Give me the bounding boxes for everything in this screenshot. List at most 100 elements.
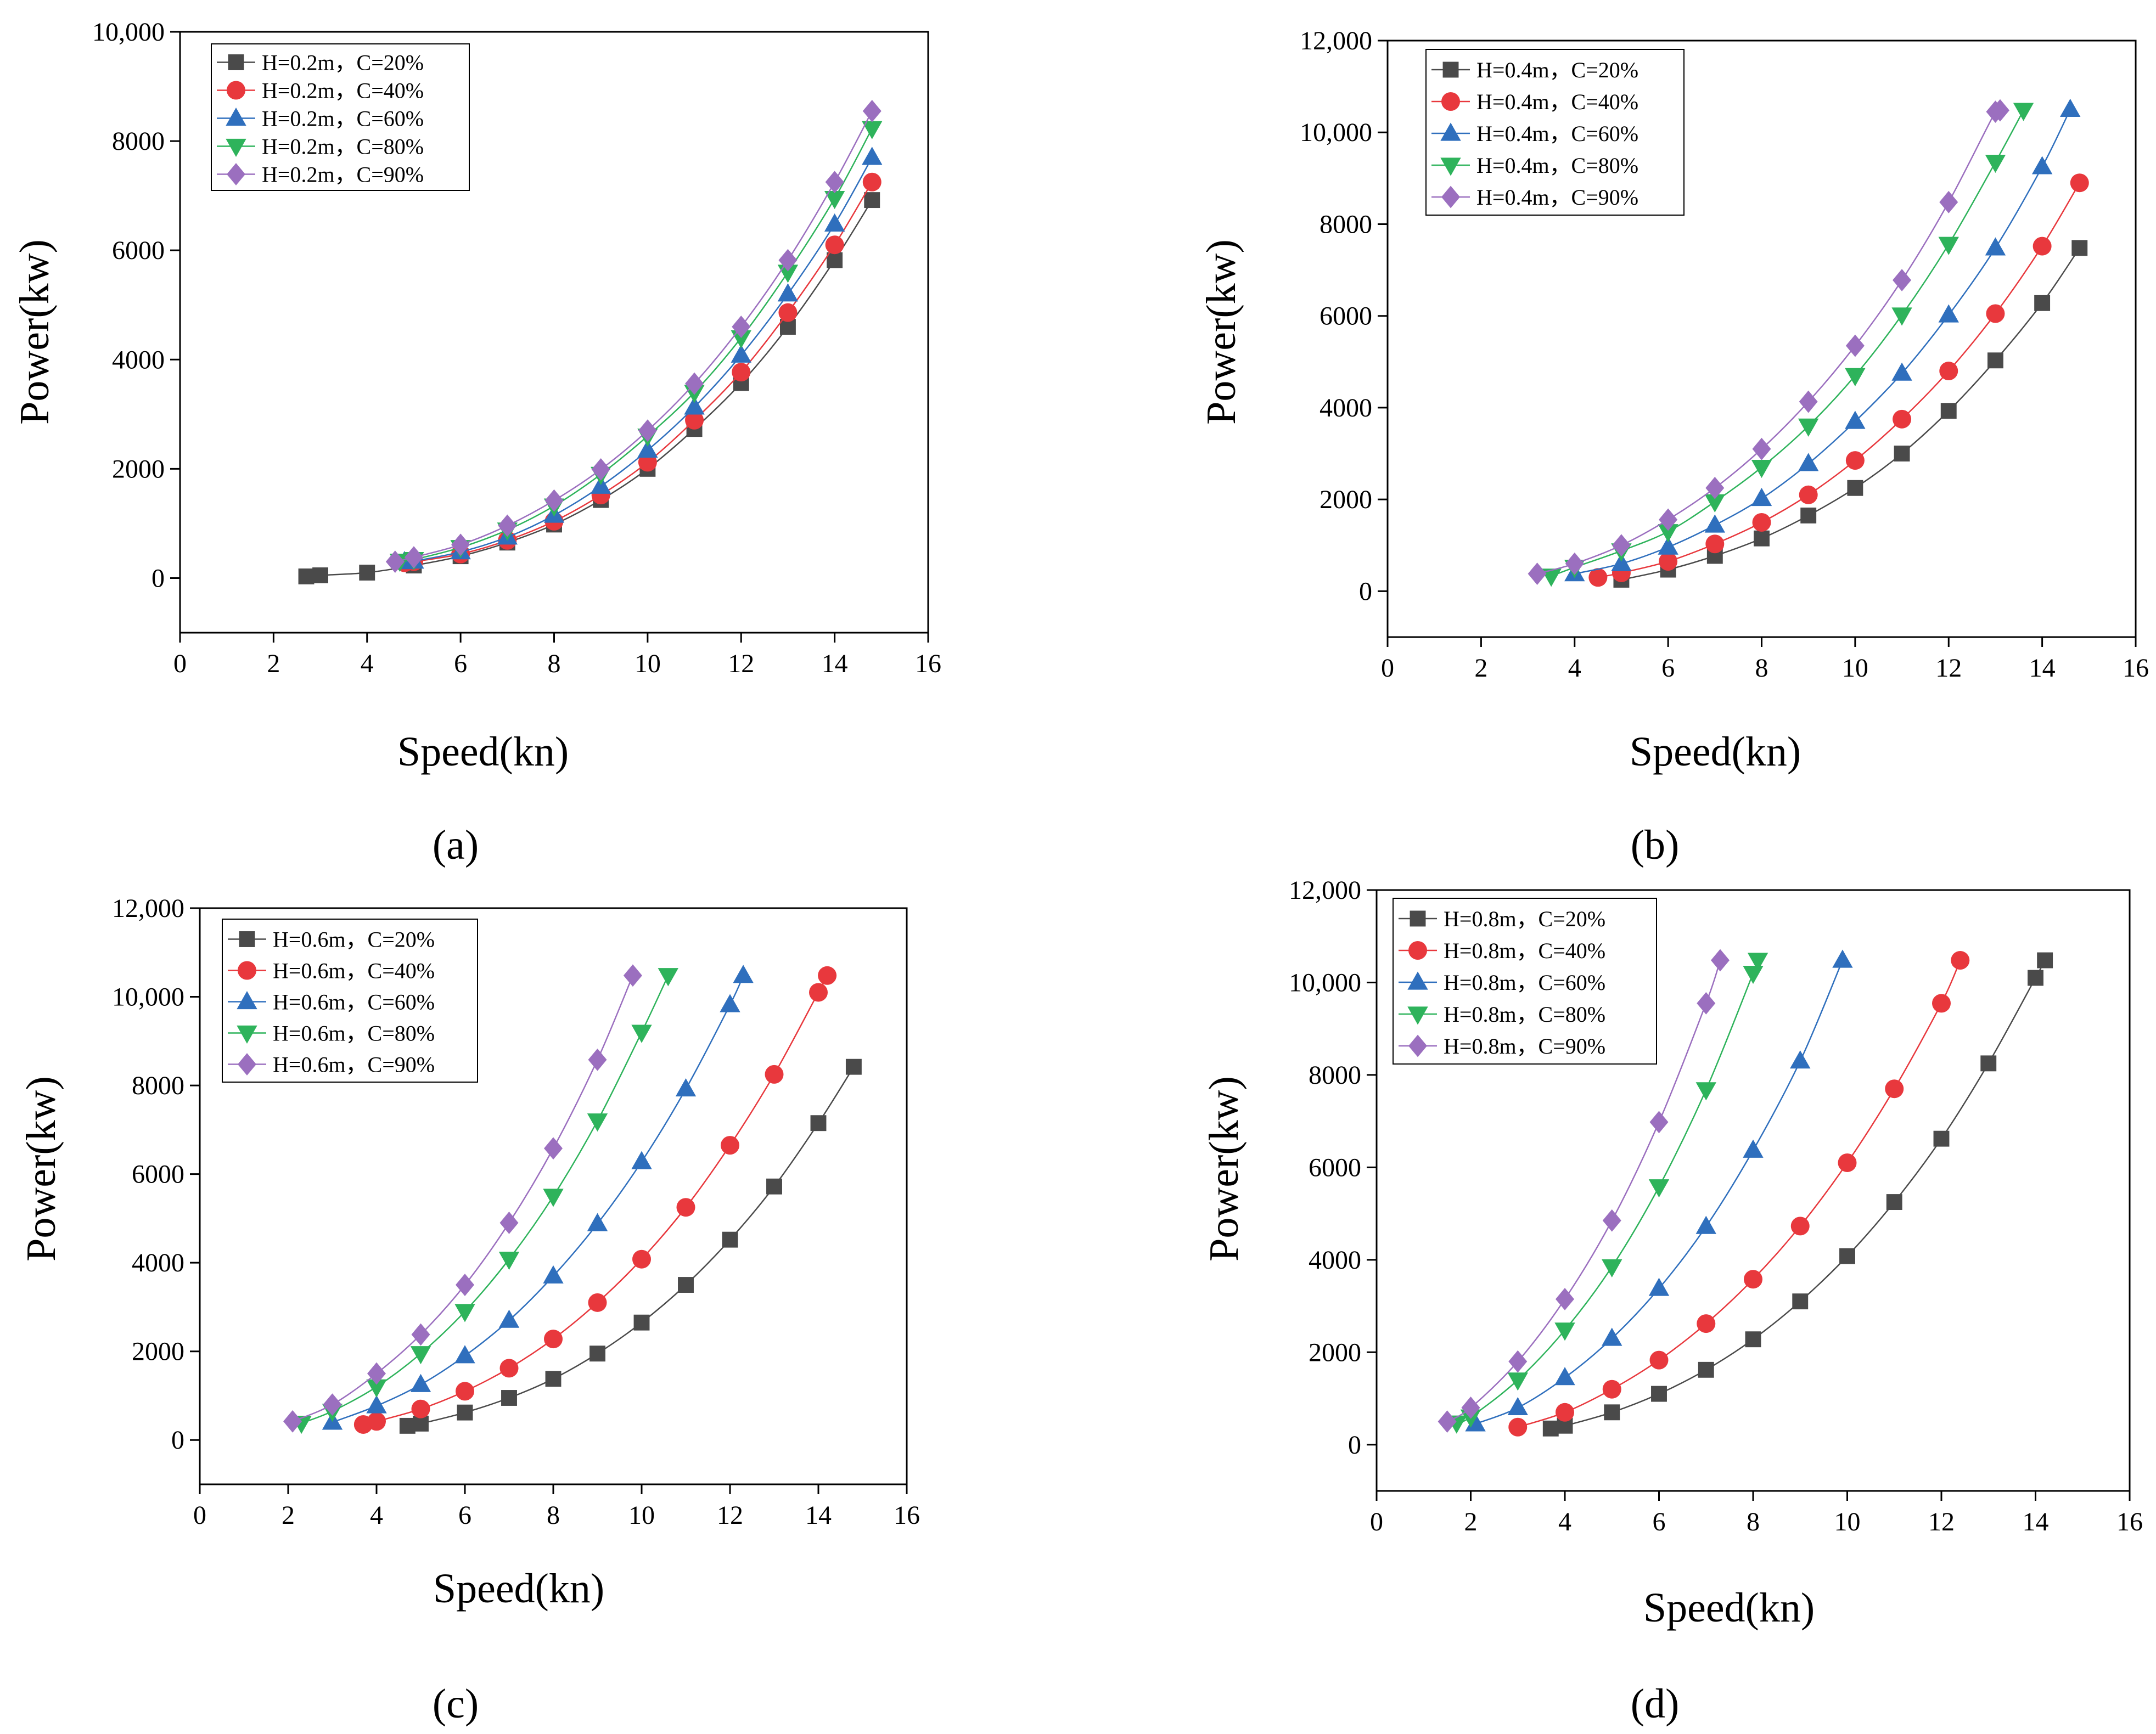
data-point (1704, 494, 1726, 513)
data-point (2070, 173, 2089, 193)
x-tick-label: 2 (267, 649, 280, 678)
legend-marker (238, 961, 256, 980)
y-tick-label: 4000 (112, 345, 165, 374)
data-point (1985, 237, 2006, 256)
data-point (1554, 1367, 1575, 1386)
data-point (1790, 1217, 1810, 1236)
data-point (399, 1417, 416, 1434)
data-point (1985, 154, 2006, 173)
data-point (732, 316, 751, 338)
data-point (1845, 368, 1866, 386)
series-line (292, 975, 634, 1422)
data-point (545, 1371, 562, 1387)
data-point (498, 514, 517, 537)
data-point (720, 994, 740, 1012)
data-point (1754, 530, 1770, 547)
x-tick-label: 6 (1661, 654, 1675, 683)
data-point (1556, 1288, 1574, 1310)
data-point (1939, 190, 1958, 213)
legend-marker (1407, 1006, 1428, 1025)
data-point (2071, 240, 2088, 256)
x-tick-label: 12 (728, 649, 754, 678)
legend-marker (1440, 157, 1461, 176)
legend: H=0.4m，C=20% H=0.4m，C=40% H=0.4m，C=60% H=0.… (1425, 49, 1685, 216)
panel-b: 0 2 4 6 8 10 12 14 16 0 2000 4000 6000 8000 10,000 12,0… (1198, 26, 2149, 868)
data-point (684, 396, 705, 415)
data-point (591, 458, 610, 481)
data-point (1602, 1209, 1621, 1232)
data-point (1602, 1259, 1622, 1278)
legend-marker (1441, 185, 1460, 209)
data-point (845, 1059, 862, 1075)
data-point (454, 1304, 475, 1322)
x-tick-label: 2 (1464, 1507, 1478, 1536)
data-point (766, 1178, 782, 1195)
y-tick-label: 0 (1348, 1431, 1361, 1460)
x-tick-label: 10 (628, 1501, 655, 1530)
data-point (1798, 418, 1819, 437)
x-axis-ticks: 0 2 4 6 8 10 12 14 16 0 2000 4000 6000 8000 10,000 12,0… (1289, 876, 2143, 1536)
y-tick-label: 2000 (1320, 485, 1372, 514)
x-tick-label: 14 (2023, 1507, 2049, 1536)
y-tick-label: 2000 (112, 454, 165, 483)
data-point (1747, 953, 1768, 971)
data-point (367, 1412, 386, 1431)
y-tick-label: 10,000 (92, 18, 165, 47)
series-layer (1438, 949, 2053, 1437)
legend-label: H=0.2m，C=60% (262, 106, 424, 131)
data-point (544, 489, 564, 512)
x-tick-label: 4 (361, 649, 374, 678)
data-point (323, 1393, 342, 1416)
legend-marker (1442, 61, 1459, 78)
x-tick-label: 16 (2116, 1507, 2143, 1536)
data-point (1832, 949, 1853, 968)
data-point (1507, 1397, 1528, 1415)
data-point (632, 1249, 651, 1269)
x-tick-label: 12 (1928, 1507, 1955, 1536)
data-point (2028, 970, 2043, 986)
data-point (732, 363, 751, 382)
legend-marker (226, 138, 246, 157)
y-tick-label: 8000 (1309, 1061, 1361, 1090)
legend: H=0.8m，C=20% H=0.8m，C=40% H=0.8m，C=60% H=0.… (1393, 898, 1657, 1065)
data-point (1894, 446, 1910, 461)
data-point (777, 283, 799, 302)
data-point (543, 1189, 564, 1207)
data-point (499, 1212, 519, 1234)
data-point (824, 213, 845, 232)
panel-c: 0 2 4 6 8 10 12 14 16 0 2000 4000 6000 8000 10,000 12,0… (18, 894, 920, 1727)
legend-label: H=0.8m，C=40% (1444, 938, 1605, 963)
panel-caption: (c) (433, 1681, 479, 1727)
x-tick-label: 16 (894, 1501, 920, 1530)
data-point (1541, 568, 1562, 587)
data-point (359, 565, 375, 581)
data-point (1705, 476, 1725, 499)
data-point (1695, 1082, 1716, 1101)
x-tick-label: 10 (1842, 654, 1868, 683)
data-point (385, 550, 405, 573)
legend: H=0.2m，C=20% H=0.2m，C=40% H=0.2m，C=60% H=0.… (211, 43, 470, 191)
legend-marker (1407, 971, 1428, 990)
legend-marker (1410, 910, 1426, 927)
x-axis-ticks: 0 2 4 6 8 10 12 14 16 0 2000 4000 6000 8000 10,000 (92, 18, 941, 678)
x-tick-label: 12 (1935, 654, 1962, 683)
data-point (1987, 352, 2003, 369)
data-point (721, 1136, 739, 1155)
y-tick-label: 8000 (132, 1071, 184, 1100)
data-point (825, 235, 844, 255)
data-point (731, 344, 751, 363)
x-axis-ticks: 0 2 4 6 8 10 12 14 16 0 2000 4000 6000 8000 10,000 12,0… (1300, 26, 2149, 683)
legend-marker (239, 931, 255, 947)
y-tick-label: 12,000 (1289, 876, 1361, 905)
data-point (825, 171, 844, 194)
data-point (1554, 1322, 1575, 1341)
data-point (451, 533, 470, 556)
legend-marker (237, 990, 257, 1010)
data-point (1744, 1270, 1762, 1289)
data-point (862, 147, 883, 165)
legend-marker (238, 1053, 256, 1076)
data-point (862, 99, 882, 122)
data-point (312, 567, 329, 583)
data-point (1800, 507, 1817, 523)
legend-label: H=0.4m，C=20% (1476, 58, 1638, 82)
